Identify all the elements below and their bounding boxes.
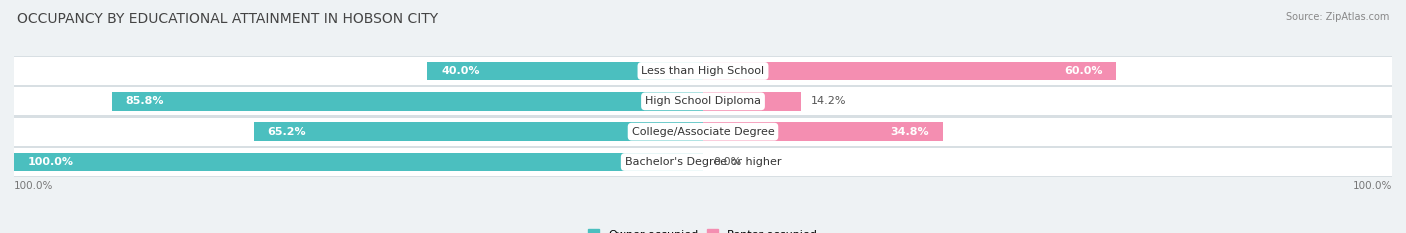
- Text: 34.8%: 34.8%: [890, 127, 929, 137]
- Bar: [14, 116, 1392, 147]
- Bar: [14, 118, 1392, 146]
- Text: 100.0%: 100.0%: [28, 157, 75, 167]
- Bar: [14, 57, 1392, 85]
- Text: 60.0%: 60.0%: [1064, 66, 1102, 76]
- Bar: [14, 56, 1392, 86]
- Bar: [14, 86, 1392, 116]
- Text: 40.0%: 40.0%: [441, 66, 479, 76]
- Bar: [14, 148, 1392, 176]
- Text: OCCUPANCY BY EDUCATIONAL ATTAINMENT IN HOBSON CITY: OCCUPANCY BY EDUCATIONAL ATTAINMENT IN H…: [17, 12, 439, 26]
- Legend: Owner-occupied, Renter-occupied: Owner-occupied, Renter-occupied: [583, 225, 823, 233]
- Text: 14.2%: 14.2%: [811, 96, 846, 106]
- Bar: [112, 92, 703, 111]
- Bar: [254, 122, 703, 141]
- Bar: [703, 62, 1116, 80]
- Text: 85.8%: 85.8%: [125, 96, 165, 106]
- Bar: [14, 153, 703, 171]
- Text: College/Associate Degree: College/Associate Degree: [631, 127, 775, 137]
- Bar: [14, 87, 1392, 115]
- Bar: [703, 92, 801, 111]
- Text: 100.0%: 100.0%: [1353, 181, 1392, 191]
- Bar: [703, 122, 943, 141]
- Text: Source: ZipAtlas.com: Source: ZipAtlas.com: [1285, 12, 1389, 22]
- Bar: [427, 62, 703, 80]
- Text: 65.2%: 65.2%: [267, 127, 307, 137]
- Text: 100.0%: 100.0%: [14, 181, 53, 191]
- Text: 0.0%: 0.0%: [713, 157, 741, 167]
- Text: Less than High School: Less than High School: [641, 66, 765, 76]
- Bar: [14, 147, 1392, 177]
- Text: High School Diploma: High School Diploma: [645, 96, 761, 106]
- Text: Bachelor's Degree or higher: Bachelor's Degree or higher: [624, 157, 782, 167]
